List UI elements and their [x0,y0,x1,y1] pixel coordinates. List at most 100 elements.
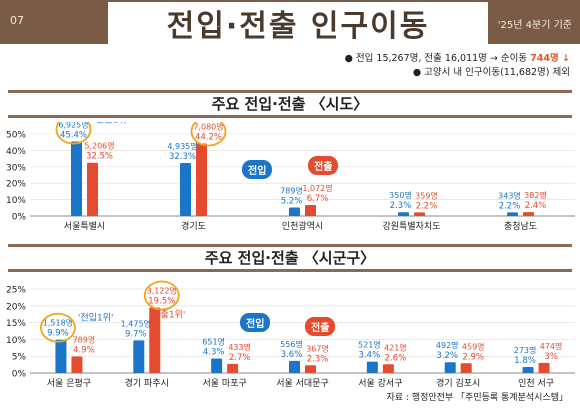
annotation-in-top: '전입1위' [94,122,130,126]
bar-in [289,360,300,373]
header-bar: 07 전입·전출 인구이동 '25년 4분기 기준 [0,0,580,44]
data-label-pct-out: 6.7% [307,194,329,204]
bar-out [196,143,207,216]
bar-out [382,364,394,373]
data-label-pct-in: 9.7% [125,329,147,339]
x-tick-label: 서울 서대문구 [276,378,329,389]
y-tick-label: 5% [12,353,27,363]
bar-out [305,205,316,216]
y-tick-label: 20% [6,180,26,190]
data-label-count-in: 789명 [280,185,303,195]
net-migration-value: 744명 ↓ [530,53,570,64]
data-label-count-in: 273명 [514,345,537,355]
x-tick-label: 서울특별시 [64,221,105,232]
data-label-count-in: 1,518명 [43,318,73,328]
section1-top-rule [8,90,572,93]
data-label-count-in: 4,935명 [167,141,197,151]
data-label-pct-in: 32.3% [169,152,196,162]
bar-in [71,141,82,216]
section2-header: 주요 전입·전출 〈시군구〉 [8,244,572,272]
data-label-pct-out: 2.3% [307,354,329,364]
data-label-count-out: 7,080명 [193,122,223,132]
highlight-circle-out [143,280,180,311]
data-label-count-in: 1,475명 [121,318,151,328]
source-note: 자료 : 행정안전부 「주민등록 통계분석시스템」 [386,393,568,403]
data-label-pct-in: 2.3% [390,201,412,211]
annotation-out-top: '전출1위' [150,309,186,320]
data-label-pct-out: 2.7% [229,353,251,363]
bar-in [133,340,145,373]
bar-in [366,361,378,373]
data-label-count-out: 1,072명 [302,183,332,193]
y-tick-label: 40% [6,147,26,157]
section1-bottom-rule [8,115,572,118]
legend-in-callout-1: 전입 [242,160,273,179]
data-label-count-out: 367명 [306,343,329,353]
data-label-count-in: 350명 [389,190,412,200]
x-tick-label: 경기도 [181,220,206,232]
legend-in-callout-2: 전입 [240,313,271,332]
highlight-circle-in [40,312,76,343]
legend-out-callout-2: 전출 [305,317,336,336]
data-label-count-out: 433명 [228,342,251,352]
y-tick-label: 50% [6,131,26,141]
legend-out-callout-1: 전출 [308,156,339,175]
data-label-count-in: 651명 [202,337,225,347]
y-tick-label: 20% [6,302,26,312]
data-label-pct-out: 3% [544,352,558,362]
data-label-count-in: 556명 [280,339,303,349]
y-tick-label: 0% [12,213,27,223]
data-label-pct-out: 2.2% [416,201,438,211]
section2-top-rule [8,244,572,247]
bar-out [227,363,239,373]
bar-in [211,358,223,373]
data-label-count-out: 382명 [524,190,547,200]
bar-out [149,307,161,373]
data-label-pct-out: 19.5% [148,296,175,306]
y-tick-label: 0% [12,370,27,380]
data-label-pct-out: 4.9% [73,346,95,356]
data-label-pct-out: 2.4% [525,201,547,211]
data-label-pct-in: 1.8% [514,356,536,366]
bar-in [507,212,518,216]
x-tick-label: 서울 강서구 [358,378,402,389]
y-tick-label: 10% [6,336,26,346]
data-label-count-out: 474명 [540,341,563,351]
bar-out [87,162,98,216]
data-label-count-in: 6,925명 [58,122,88,130]
bar-in [289,207,300,216]
data-label-pct-in: 3.6% [281,350,303,360]
bar-in [180,163,191,216]
data-label-pct-out: 44.2% [195,133,222,143]
annotation-out-top: '전출1위' [197,122,233,123]
data-label-count-in: 343명 [498,190,521,200]
data-label-pct-in: 9.9% [47,329,69,339]
x-tick-label: 인천 서구 [518,378,554,389]
data-label-count-out: 421명 [384,342,407,352]
data-label-count-out: 3,122명 [147,285,177,295]
x-tick-label: 강원특별자치도 [383,220,441,232]
page-number: 07 [10,14,24,27]
bar-out [460,363,472,373]
bar-out [523,212,534,216]
bar-in [398,212,409,216]
highlight-circle-out [190,122,227,147]
x-tick-label: 서울 마포구 [203,378,247,389]
period-label: '25년 4분기 기준 [497,20,572,31]
data-label-pct-in: 3.2% [436,351,458,361]
summary-line-1-text: ● 전입 15,267명, 전출 16,011명 → 순이동 [344,53,531,64]
page-title: 전입·전출 인구이동 [108,2,488,44]
bar-out [71,356,83,373]
data-label-pct-in: 45.4% [60,131,87,141]
y-tick-label: 25% [6,286,26,296]
data-label-count-out: 5,206명 [84,141,114,151]
data-label-pct-out: 2.6% [385,353,407,363]
data-label-count-out: 789명 [73,335,96,345]
data-label-count-in: 521명 [358,340,381,350]
highlight-circle-in [55,122,92,145]
section2-bottom-rule [8,269,572,272]
section2-title: 주요 전입·전출 〈시군구〉 [204,249,376,267]
summary-line-2: ● 고양시 내 인구이동(11,682명) 제외 [412,67,570,78]
section1-title: 주요 전입·전출 〈시도〉 [211,95,369,113]
